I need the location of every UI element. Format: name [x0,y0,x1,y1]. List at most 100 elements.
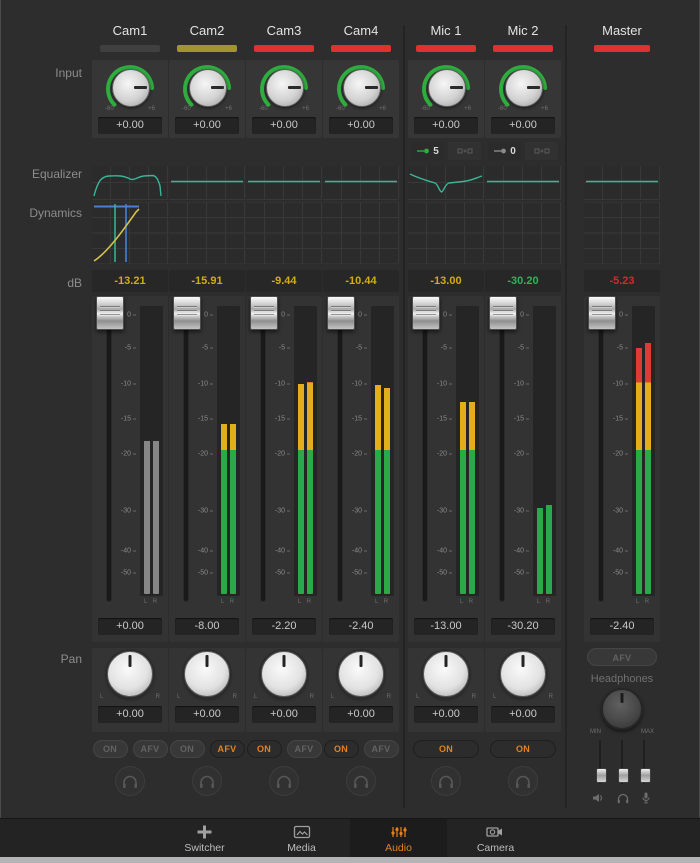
equalizer-graph[interactable] [246,166,322,200]
input-gain-knob[interactable]: -60 +6 [256,62,312,114]
pan-value[interactable]: +0.00 [252,706,316,723]
tab-camera[interactable]: Camera [447,819,544,858]
solo-button[interactable] [346,766,376,796]
pan-value[interactable]: +0.00 [491,706,555,723]
mic-gain-button[interactable]: 0 [488,142,521,160]
input-level-button[interactable] [448,142,481,160]
fader-track[interactable] [184,306,188,601]
on-button[interactable]: ON [169,740,205,758]
on-button[interactable]: ON [323,740,359,758]
tab-switcher[interactable]: Switcher [156,819,253,858]
afv-button[interactable]: AFV [363,740,399,758]
on-button[interactable]: ON [92,740,128,758]
fader-handle[interactable] [412,296,440,330]
on-button[interactable]: ON [246,740,282,758]
channel-strip-mic1: Mic 1 -60 +6 +0.00 5 [408,0,484,818]
fader-value[interactable]: -8.00 [175,618,239,635]
pan-value[interactable]: +0.00 [414,706,478,723]
on-button[interactable]: ON [490,740,556,758]
equalizer-graph[interactable] [584,166,660,200]
dynamics-graph[interactable] [408,202,484,264]
fader-track[interactable] [261,306,265,601]
mic-gain-button[interactable]: 5 [411,142,444,160]
headphone-level-slider[interactable] [616,740,629,788]
pan-value[interactable]: +0.00 [329,706,393,723]
input-gain-knob[interactable]: -60 +6 [333,62,389,114]
channel-title: Mic 1 [430,23,462,38]
fader-value[interactable]: +0.00 [98,618,162,635]
equalizer-graph[interactable] [485,166,561,200]
pan-knob[interactable] [500,651,546,697]
audio-icon [390,826,407,837]
solo-button[interactable] [269,766,299,796]
input-gain-knob[interactable]: -60 +6 [495,62,551,114]
input-gain-knob[interactable]: -60 +6 [102,62,158,114]
input-gain-knob[interactable]: -60 +6 [179,62,235,114]
fader-value[interactable]: -30.20 [491,618,555,635]
gain-arc [106,65,154,107]
equalizer-graph[interactable] [169,166,245,200]
tab-media[interactable]: Media [253,819,350,858]
fader-handle[interactable] [327,296,355,330]
fader-track[interactable] [338,306,342,601]
pan-panel: L R +0.00 [169,648,245,732]
pan-knob[interactable] [184,651,230,697]
input-level-button[interactable] [525,142,558,160]
fader-handle[interactable] [250,296,278,330]
fader-scale-tick: -10 [352,380,367,387]
dynamics-graph[interactable] [323,202,399,264]
input-gain-value[interactable]: +0.00 [175,117,239,134]
dynamics-graph[interactable] [246,202,322,264]
solo-button[interactable] [508,766,538,796]
fader-value[interactable]: -2.40 [329,618,393,635]
solo-button[interactable] [192,766,222,796]
dynamics-graph[interactable] [92,202,168,264]
afv-button[interactable]: AFV [209,740,245,758]
input-gain-knob[interactable]: -60 +6 [418,62,474,114]
pan-value[interactable]: +0.00 [175,706,239,723]
input-gain-value[interactable]: +0.00 [491,117,555,134]
on-button[interactable]: ON [413,740,479,758]
tab-audio[interactable]: Audio [350,819,447,858]
dynamics-graph[interactable] [584,202,660,264]
input-gain-panel: -60 +6 +0.00 [169,60,245,138]
fader-value[interactable]: -13.00 [414,618,478,635]
fader-handle[interactable] [173,296,201,330]
input-gain-value[interactable]: +0.00 [329,117,393,134]
equalizer-graph[interactable] [92,166,168,200]
equalizer-graph[interactable] [323,166,399,200]
pan-value[interactable]: +0.00 [98,706,162,723]
afv-button[interactable]: AFV [286,740,322,758]
dynamics-graph[interactable] [485,202,561,264]
fader-scale-tick: -30 [198,508,213,515]
equalizer-graph[interactable] [408,166,484,200]
fader-handle[interactable] [489,296,517,330]
fader-track[interactable] [599,306,603,601]
fader-handle[interactable] [588,296,616,330]
master-afv-button[interactable]: AFV [587,648,657,666]
pan-knob[interactable] [261,651,307,697]
program-mix-slider[interactable] [594,740,607,788]
input-gain-value[interactable]: +0.00 [98,117,162,134]
solo-button[interactable] [431,766,461,796]
fader-track[interactable] [423,306,427,601]
input-gain-value[interactable]: +0.00 [414,117,478,134]
fader-value[interactable]: -2.20 [252,618,316,635]
fader-track[interactable] [500,306,504,601]
pan-knob[interactable] [423,651,469,697]
switcher-icon [197,825,212,838]
fader-value[interactable]: -2.40 [590,618,654,635]
afv-button[interactable]: AFV [132,740,168,758]
talkback-level-slider[interactable] [638,740,651,788]
input-gain-value[interactable]: +0.00 [252,117,316,134]
headphones-volume-knob[interactable] [601,688,643,730]
dynamics-graph[interactable] [169,202,245,264]
headphones-icon [200,775,214,788]
pan-knob[interactable] [107,651,153,697]
pan-knob[interactable] [338,651,384,697]
fader-handle[interactable] [96,296,124,330]
channel-strip-cam4: Cam4 -60 +6 +0.00 -10.44 0 -5 -10 -15 -20 -30… [323,0,399,818]
solo-button[interactable] [115,766,145,796]
fader-track[interactable] [107,306,111,601]
fader-scale-tick: -15 [613,415,628,422]
